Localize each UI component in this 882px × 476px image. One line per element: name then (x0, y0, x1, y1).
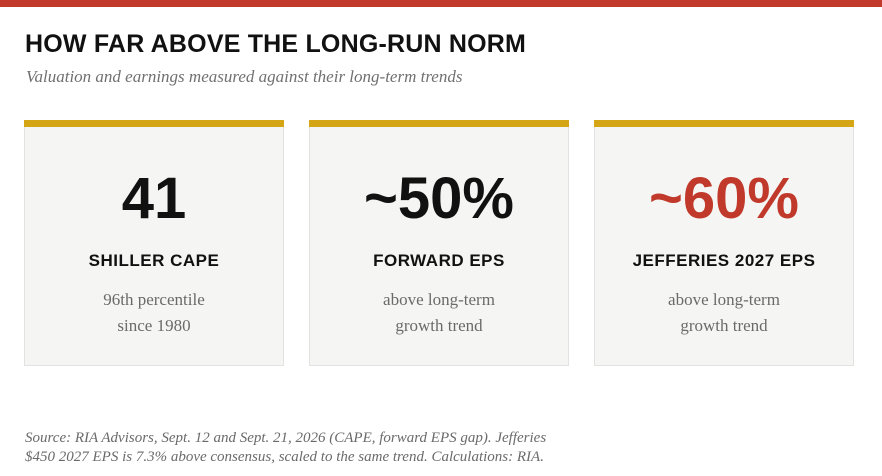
top-accent-bar (0, 0, 882, 7)
card-accent-bar (309, 120, 569, 127)
stat-description-line: above long-term (383, 290, 495, 309)
page-title: HOW FAR ABOVE THE LONG-RUN NORM (25, 30, 527, 58)
stat-description-line: since 1980 (117, 316, 191, 335)
stat-value: 41 (121, 166, 187, 231)
page-subtitle: Valuation and earnings measured against … (26, 67, 463, 86)
source-note: Source: RIA Advisors, Sept. 12 and Sept.… (25, 429, 865, 467)
source-line: $450 2027 EPS is 7.3% above consensus, s… (25, 449, 544, 465)
stat-value: ~60% (649, 166, 799, 231)
stat-description-line: growth trend (680, 316, 768, 335)
stat-card-shiller-cape: 41 SHILLER CAPE 96th percentile since 19… (24, 120, 284, 366)
stat-description-line: 96th percentile (103, 290, 205, 309)
stat-value: ~50% (364, 166, 514, 231)
stat-description: above long-term growth trend (595, 287, 853, 339)
stat-label: FORWARD EPS (373, 251, 505, 270)
card-accent-bar (594, 120, 854, 127)
stat-label: JEFFERIES 2027 EPS (632, 251, 816, 270)
card-accent-bar (24, 120, 284, 127)
stat-description-line: growth trend (395, 316, 483, 335)
source-line: Source: RIA Advisors, Sept. 12 and Sept.… (25, 430, 547, 446)
stat-label: SHILLER CAPE (88, 251, 220, 270)
stat-description: 96th percentile since 1980 (25, 287, 283, 339)
stat-card-forward-eps: ~50% FORWARD EPS above long-term growth … (309, 120, 569, 366)
stat-description-line: above long-term (668, 290, 780, 309)
stat-card-jefferies-eps: ~60% JEFFERIES 2027 EPS above long-term … (594, 120, 854, 366)
stat-description: above long-term growth trend (310, 287, 568, 339)
